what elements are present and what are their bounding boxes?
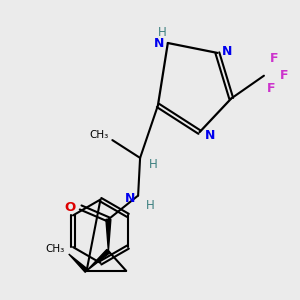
Text: N: N xyxy=(222,45,233,58)
Text: H: H xyxy=(158,26,166,39)
Polygon shape xyxy=(106,219,111,251)
Text: N: N xyxy=(125,192,135,205)
Polygon shape xyxy=(87,249,110,271)
Text: H: H xyxy=(146,199,155,212)
Text: F: F xyxy=(280,69,288,82)
Text: CH₃: CH₃ xyxy=(46,244,65,254)
Text: O: O xyxy=(64,201,76,214)
Text: CH₃: CH₃ xyxy=(89,130,108,140)
Polygon shape xyxy=(69,254,88,272)
Text: H: H xyxy=(149,158,158,171)
Text: N: N xyxy=(154,38,164,50)
Text: N: N xyxy=(205,129,215,142)
Text: F: F xyxy=(267,82,275,95)
Text: F: F xyxy=(270,52,278,65)
